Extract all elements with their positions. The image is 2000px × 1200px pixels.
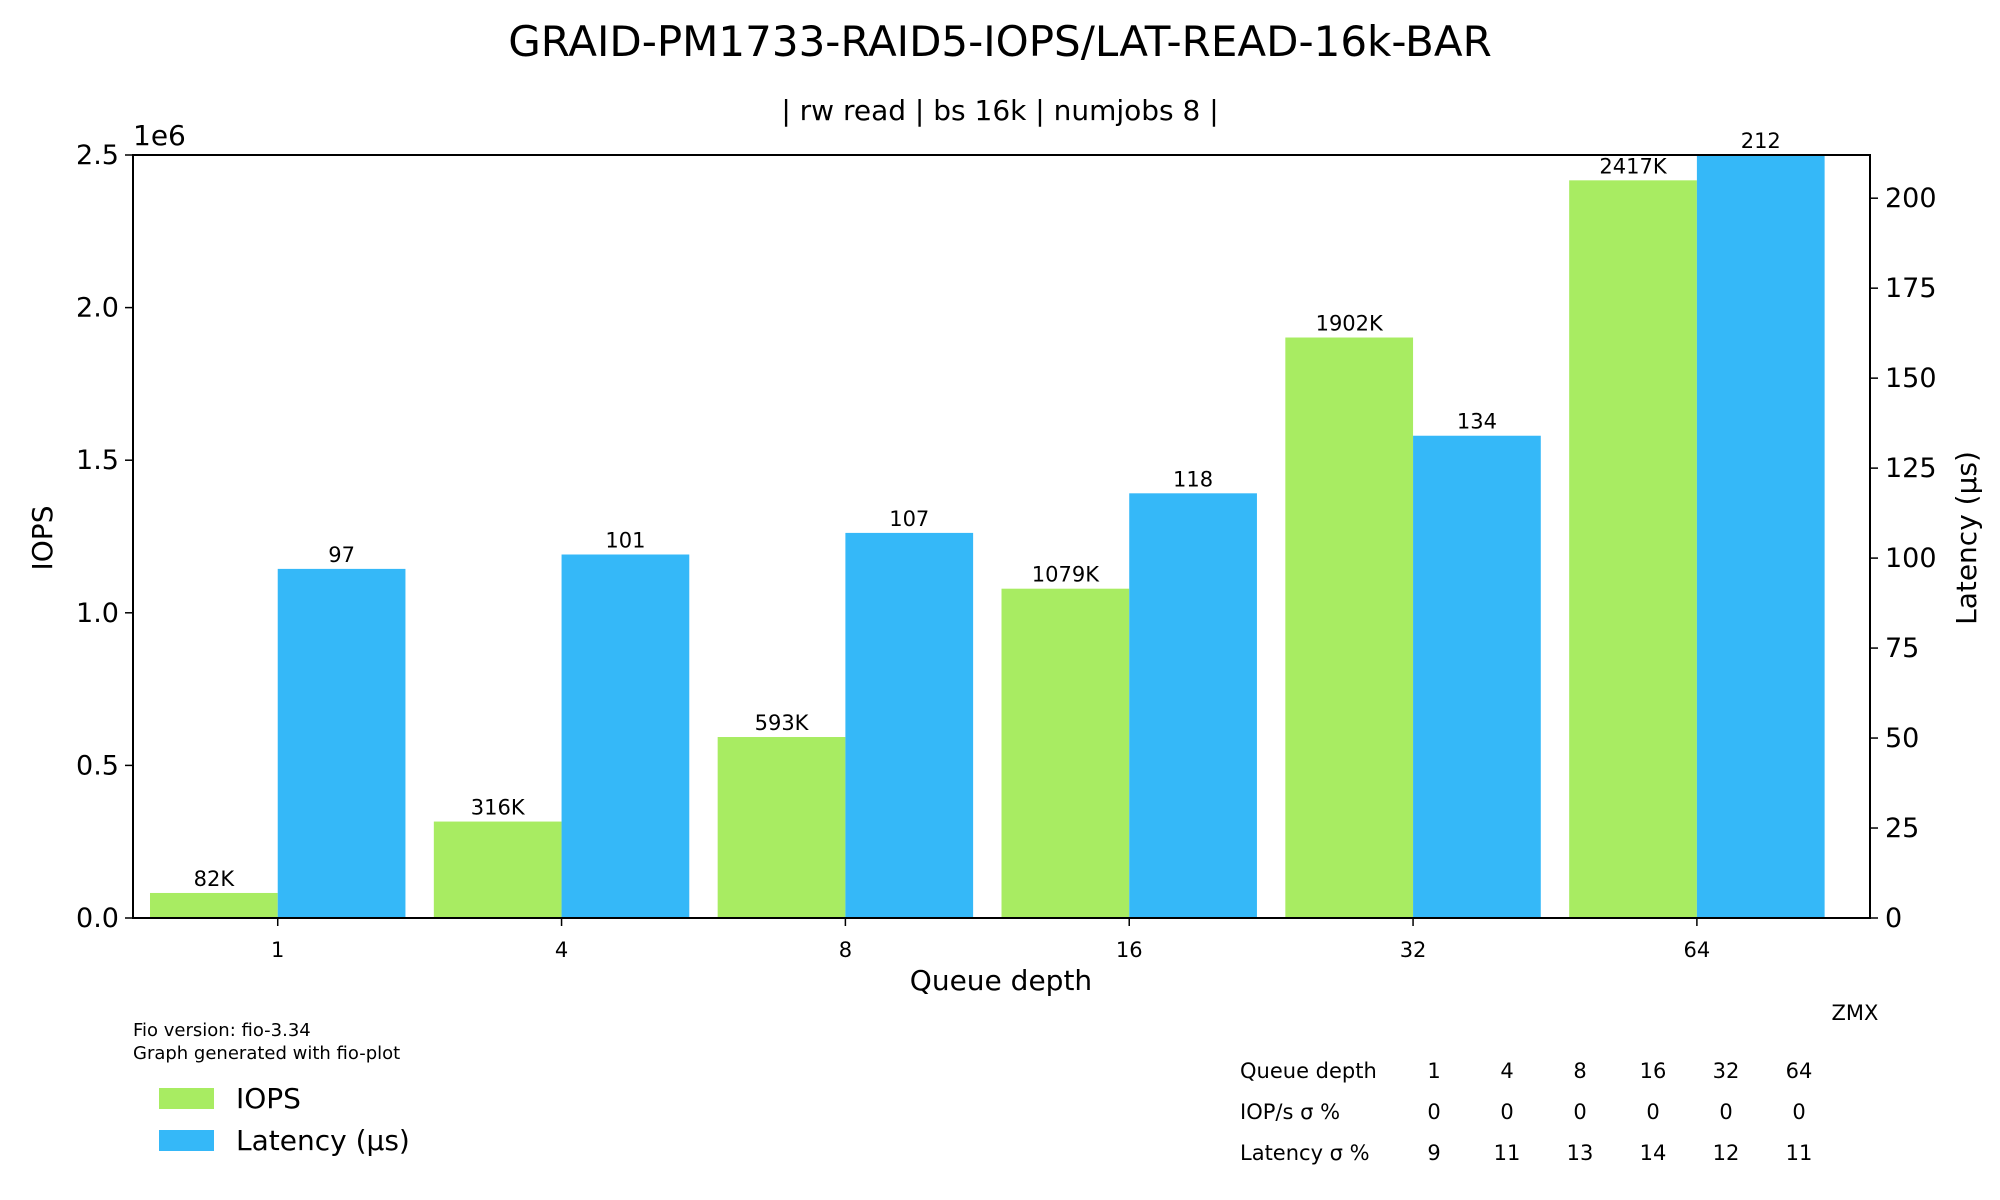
y-right-tick-label: 100 bbox=[1885, 543, 1937, 574]
x-tick-label-64: 64 bbox=[1684, 938, 1711, 962]
table-cell: 13 bbox=[1567, 1141, 1594, 1165]
iops-value-label-1: 82K bbox=[194, 867, 236, 891]
y-left-tick-label: 1.0 bbox=[76, 598, 119, 629]
legend-label-iops: IOPS bbox=[236, 1082, 301, 1115]
iops-bar-64 bbox=[1569, 180, 1697, 918]
plot-frame bbox=[132, 154, 1871, 919]
chart-subtitle: | rw read | bs 16k | numjobs 8 | bbox=[781, 94, 1218, 127]
table-cell: 1 bbox=[1427, 1059, 1440, 1083]
iops-bar-1 bbox=[150, 892, 278, 918]
table-cell: 4 bbox=[1500, 1059, 1513, 1083]
legend: IOPS Latency (µs) bbox=[159, 1082, 410, 1157]
y-right-tick-label: 75 bbox=[1885, 633, 1919, 664]
legend-swatch-iops bbox=[159, 1088, 214, 1109]
y-right-tick-label: 150 bbox=[1885, 363, 1937, 394]
iops-value-label-16: 1079K bbox=[1032, 563, 1100, 587]
chart-title: GRAID-PM1733-RAID5-IOPS/LAT-READ-16k-BAR bbox=[508, 17, 1492, 66]
y-right-tick-label: 50 bbox=[1885, 723, 1919, 754]
y-axis-left-title: IOPS bbox=[26, 506, 59, 571]
bar-labels-layer: 82K 316K 593K 1079K 1902K 2417K 97 101 107 118 134… bbox=[194, 129, 1781, 891]
bars-layer bbox=[150, 155, 1825, 918]
latency-value-label-16: 118 bbox=[1173, 467, 1213, 491]
table-cell: 11 bbox=[1786, 1141, 1813, 1165]
latency-value-label-64: 212 bbox=[1741, 129, 1781, 153]
latency-value-label-1: 97 bbox=[328, 543, 355, 567]
x-axis-title: Queue depth bbox=[910, 964, 1092, 997]
x-tick-label-4: 4 bbox=[555, 938, 568, 962]
y-right-tick-label: 125 bbox=[1885, 453, 1937, 484]
watermark-text: ZMX bbox=[1832, 1001, 1879, 1025]
y-right-tick-label: 200 bbox=[1885, 183, 1937, 214]
fio-version-text: Fio version: fio-3.34 bbox=[133, 1020, 311, 1041]
iops-bar-32 bbox=[1285, 337, 1414, 918]
x-tick-label-16: 16 bbox=[1116, 938, 1143, 962]
iops-value-label-32: 1902K bbox=[1316, 312, 1384, 336]
x-tick-label-8: 8 bbox=[839, 938, 852, 962]
y-right-tick-label: 25 bbox=[1885, 813, 1919, 844]
table-cell: 0 bbox=[1573, 1100, 1586, 1124]
left-axis-offset-label: 1e6 bbox=[133, 119, 186, 152]
latency-bar-32 bbox=[1413, 435, 1541, 918]
y-left-tick-label: 0.5 bbox=[76, 750, 119, 781]
legend-swatch-latency bbox=[159, 1130, 214, 1151]
latency-bar-8 bbox=[845, 532, 974, 918]
table-cell: 16 bbox=[1640, 1059, 1667, 1083]
table-cell: 14 bbox=[1640, 1141, 1667, 1165]
latency-value-label-32: 134 bbox=[1457, 410, 1497, 434]
table-row-label: Latency σ % bbox=[1240, 1141, 1370, 1165]
table-cell: 0 bbox=[1427, 1100, 1440, 1124]
table-cell: 0 bbox=[1646, 1100, 1659, 1124]
table-cell: 32 bbox=[1713, 1059, 1740, 1083]
iops-value-label-4: 316K bbox=[471, 796, 526, 820]
table-cell: 9 bbox=[1427, 1141, 1440, 1165]
y-axis-right-title: Latency (µs) bbox=[1950, 451, 1983, 625]
latency-bar-4 bbox=[561, 554, 690, 918]
x-tick-label-1: 1 bbox=[271, 938, 284, 962]
axes-layer: 0.0 0.5 1.0 1.5 2.0 2.5 0 25 50 75 100 125 150 175 200… bbox=[76, 140, 1937, 962]
latency-value-label-4: 101 bbox=[605, 528, 645, 552]
table-cell: 64 bbox=[1786, 1059, 1813, 1083]
y-left-tick-label: 0.0 bbox=[76, 903, 119, 934]
iops-value-label-64: 2417K bbox=[1599, 154, 1667, 178]
iops-value-label-8: 593K bbox=[755, 711, 810, 735]
latency-bar-16 bbox=[1129, 493, 1257, 918]
y-left-tick-label: 1.5 bbox=[76, 445, 119, 476]
latency-bar-1 bbox=[277, 568, 406, 918]
table-row-label: Queue depth bbox=[1240, 1059, 1377, 1083]
iops-bar-8 bbox=[717, 737, 846, 918]
x-tick-label-32: 32 bbox=[1400, 938, 1427, 962]
table-cell: 0 bbox=[1792, 1100, 1805, 1124]
legend-label-latency: Latency (µs) bbox=[236, 1124, 410, 1157]
table-cell: 12 bbox=[1713, 1141, 1740, 1165]
y-left-tick-label: 2.5 bbox=[76, 140, 119, 171]
y-right-tick-label: 175 bbox=[1885, 273, 1937, 304]
iops-bar-4 bbox=[433, 821, 562, 918]
table-cell: 11 bbox=[1494, 1141, 1521, 1165]
table-cell: 0 bbox=[1500, 1100, 1513, 1124]
table-cell: 8 bbox=[1573, 1059, 1586, 1083]
table-row-label: IOP/s σ % bbox=[1240, 1100, 1340, 1124]
iops-bar-16 bbox=[1001, 588, 1130, 918]
generated-with-text: Graph generated with fio-plot bbox=[133, 1043, 400, 1064]
y-right-tick-label: 0 bbox=[1885, 903, 1902, 934]
latency-value-label-8: 107 bbox=[889, 507, 929, 531]
table-cell: 0 bbox=[1719, 1100, 1732, 1124]
latency-bar-64 bbox=[1696, 155, 1825, 918]
y-left-tick-label: 2.0 bbox=[76, 293, 119, 324]
